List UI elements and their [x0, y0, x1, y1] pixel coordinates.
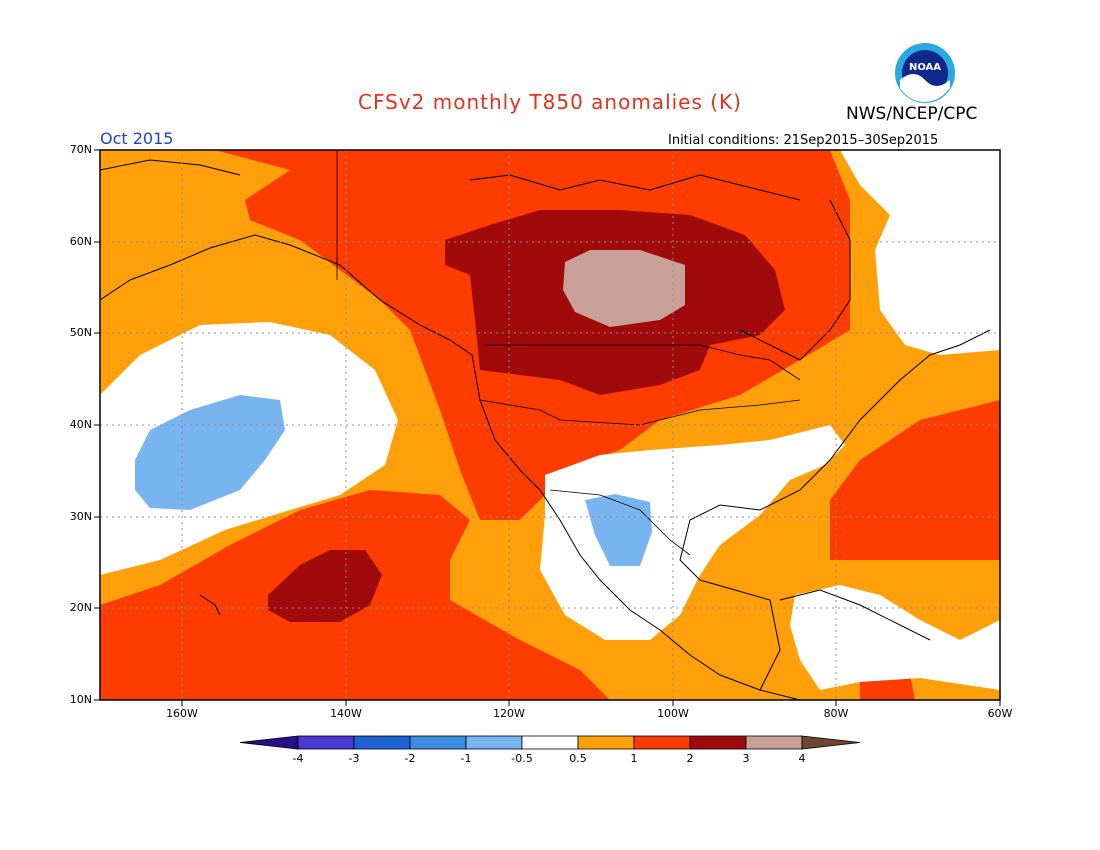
lon-label-60w: 60W	[987, 707, 1013, 720]
lat-label-60n: 60N	[69, 235, 92, 248]
month-label: Oct 2015	[100, 129, 174, 148]
colorbar-segment	[297, 735, 355, 750]
anomaly-field-minus-0.5-minus-1	[135, 395, 652, 566]
initial-conditions-label: Initial conditions: 21Sep2015–30Sep2015	[668, 133, 939, 148]
colorbar-label-2: 2	[686, 752, 694, 765]
coastlines	[100, 159, 991, 700]
lat-label-70n: 70N	[69, 143, 92, 156]
lon-label-120w: 120W	[493, 707, 525, 720]
anomaly-field-3-4	[563, 250, 685, 327]
noaa-logo: NOAA	[895, 43, 955, 103]
colorbar-label-minus2: -2	[404, 752, 416, 765]
agency-label: NWS/NCEP/CPC	[846, 104, 978, 124]
lon-label-160w: 160W	[166, 707, 198, 720]
lat-label-10n: 10N	[69, 693, 92, 706]
graticule	[100, 150, 1000, 700]
colorbar-segment	[353, 735, 411, 750]
lon-label-100w: 100W	[657, 707, 689, 720]
colorbar-label-0.5: 0.5	[569, 752, 587, 765]
colorbar-label-minus0.5: -0.5	[511, 752, 533, 765]
colorbar-segment	[409, 735, 467, 750]
svg-text:NOAA: NOAA	[909, 62, 941, 73]
colorbar-segment	[521, 735, 579, 750]
lat-label-50n: 50N	[69, 326, 92, 339]
colorbar	[239, 735, 861, 750]
colorbar-arrow-high	[801, 735, 861, 750]
colorbar-label-minus4: -4	[292, 752, 304, 765]
axis-ticks	[94, 149, 1001, 706]
lat-label-40n: 40N	[69, 418, 92, 431]
colorbar-segment	[689, 735, 747, 750]
colorbar-segment	[745, 735, 803, 750]
lon-label-140w: 140W	[330, 707, 362, 720]
colorbar-segment	[633, 735, 691, 750]
lat-label-30n: 30N	[69, 510, 92, 523]
colorbar-label-minus1: -1	[460, 752, 472, 765]
colorbar-segment	[577, 735, 635, 750]
chart-title: CFSv2 monthly T850 anomalies (K)	[358, 90, 742, 114]
anomaly-field-neutral	[100, 150, 1000, 690]
colorbar-segment	[465, 735, 523, 750]
colorbar-label-1: 1	[630, 752, 638, 765]
colorbar-label-3: 3	[742, 752, 750, 765]
lon-label-80w: 80W	[823, 707, 849, 720]
lat-label-20n: 20N	[69, 601, 92, 614]
colorbar-arrow-low	[239, 735, 299, 750]
colorbar-label-4: 4	[798, 752, 806, 765]
colorbar-label-minus3: -3	[348, 752, 360, 765]
